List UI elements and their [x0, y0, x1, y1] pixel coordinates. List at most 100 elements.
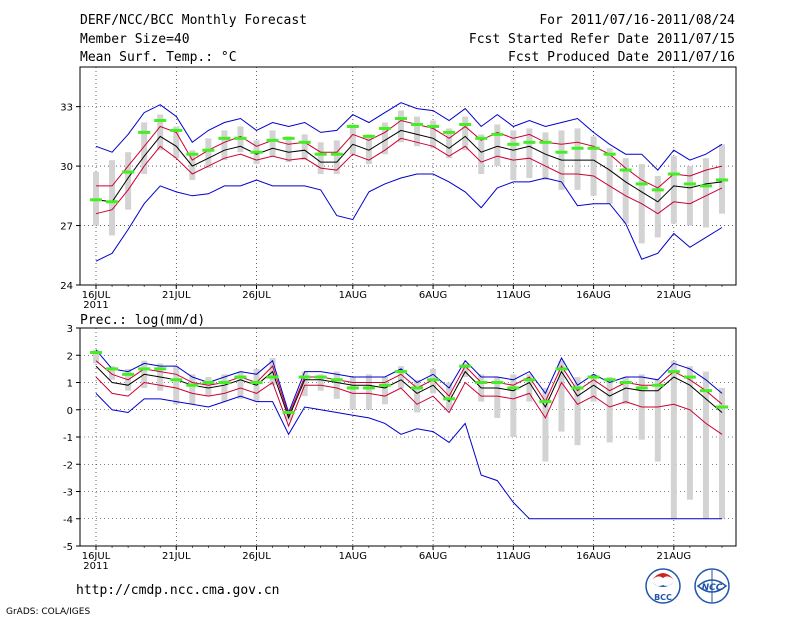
ncc-logo: NCC [694, 568, 730, 604]
prec-median-mark [170, 378, 183, 382]
variable-label: Mean Surf. Temp.: °C [80, 50, 237, 65]
prec-box [205, 377, 212, 397]
temp-box [333, 140, 340, 175]
temp-xtick-label: 1AUG [339, 290, 367, 301]
temp-median-mark [394, 117, 407, 121]
prec-median-mark [314, 375, 327, 379]
temp-box [317, 142, 324, 175]
temp-box [125, 152, 132, 210]
prec-median-mark [282, 410, 295, 414]
prec-box [414, 379, 421, 413]
prec-box [462, 363, 469, 378]
temp-median-mark [186, 152, 199, 156]
temp-box [221, 130, 228, 161]
temperature-y-axis: 24 27 30 33 [60, 103, 80, 292]
prec-median-mark [699, 389, 712, 393]
prec-series-min [95, 393, 722, 520]
temperature-medians [90, 117, 728, 204]
prec-median-mark [571, 386, 584, 390]
prec-box [542, 387, 549, 462]
prec-xtick-label: 21JUL [162, 551, 191, 562]
prec-median-mark [298, 375, 311, 379]
temp-box [494, 124, 501, 167]
prec-median-mark [716, 405, 728, 409]
temp-median-mark [555, 150, 568, 154]
prec-median-mark [122, 372, 135, 376]
grads-credit: GrADS: COLA/IGES [6, 607, 90, 617]
temp-median-mark [314, 152, 327, 156]
temp-median-mark [475, 136, 488, 140]
temp-box [654, 176, 661, 238]
prec-box [526, 374, 533, 402]
prec-median-mark [250, 381, 263, 384]
temperature-frame [79, 66, 737, 286]
temp-box [622, 158, 629, 224]
prec-box [173, 366, 180, 405]
prec-median-mark [427, 378, 440, 382]
temp-box [574, 128, 581, 190]
prec-box [606, 377, 613, 443]
bcc-logo: BCC [645, 568, 681, 604]
prec-series-p_high [95, 360, 723, 417]
prec-box [654, 379, 661, 462]
temp-median-mark [635, 182, 648, 186]
prec-ytick-label: 2 [67, 351, 73, 362]
precip-lines [95, 349, 723, 520]
prec-box [574, 377, 581, 446]
prec-median-mark [475, 381, 488, 384]
prec-median-mark [443, 397, 456, 401]
temp-median-mark [298, 140, 311, 144]
prec-xtick-label: 6AUG [419, 551, 447, 562]
prec-ytick-label: 1 [67, 379, 73, 390]
temp-xtick-label: 16AUG [576, 290, 611, 301]
prec-box [109, 366, 116, 380]
chart-title: DERF/NCC/BCC Monthly Forecast [80, 13, 307, 28]
prec-series-mean [95, 365, 723, 420]
temp-median-mark [154, 119, 167, 123]
prec-box [494, 377, 501, 418]
temp-series-max [95, 102, 723, 171]
temp-series-p_high [96, 119, 723, 189]
prec-series-p_low [95, 376, 723, 435]
prec-xtick-label: 16JUL [82, 551, 111, 562]
temp-box [702, 158, 709, 228]
temp-box [285, 136, 292, 163]
temp-box [510, 130, 517, 180]
temp-box [430, 120, 437, 149]
temp-median-mark [523, 140, 536, 144]
temp-box [446, 128, 453, 159]
temp-median-mark [202, 148, 215, 152]
prec-median-mark [106, 367, 119, 371]
precip-y-axis: -5 -4 -3 -2 -1 0 1 2 3 [63, 324, 80, 553]
temp-median-mark [699, 184, 712, 188]
prec-box [381, 377, 388, 405]
temp-box [590, 136, 597, 196]
prec-median-mark [523, 378, 536, 382]
temp-median-mark [282, 136, 295, 140]
prec-median-mark [603, 378, 616, 382]
prec-xtick-year: 2011 [83, 561, 108, 572]
prec-ytick-label: -3 [63, 488, 73, 499]
temp-median-mark [491, 132, 504, 136]
temp-box [397, 110, 404, 143]
prec-xtick-label: 21AUG [657, 551, 692, 562]
prec-box [719, 387, 725, 519]
temp-box [478, 134, 485, 175]
footer-url[interactable]: http://cmdp.ncc.cma.gov.cn [76, 583, 280, 598]
temp-box [365, 134, 372, 165]
temp-series-min [95, 173, 723, 262]
prec-box [221, 374, 228, 402]
prec-median-mark [651, 383, 664, 387]
forecast-produced-date: Fcst Produced Date 2011/07/16 [508, 50, 735, 65]
temp-box [301, 134, 308, 161]
prec-box [365, 374, 372, 410]
prec-ytick-label: 3 [67, 324, 73, 335]
temp-box [269, 130, 276, 157]
prec-median-mark [587, 375, 600, 379]
prec-median-mark [378, 383, 391, 387]
temp-box [381, 122, 388, 155]
